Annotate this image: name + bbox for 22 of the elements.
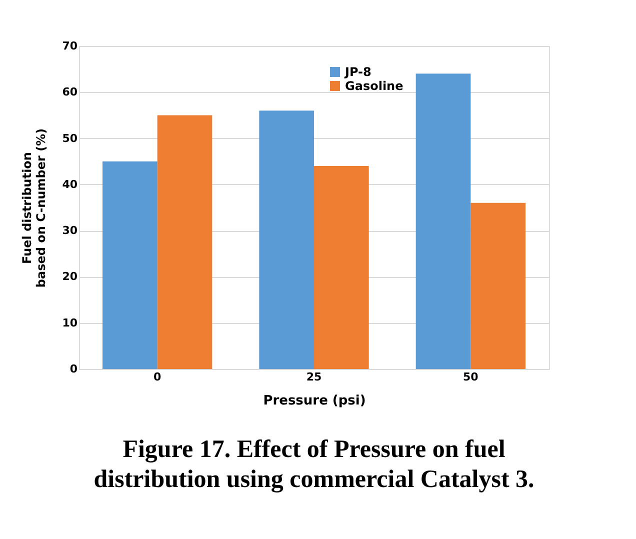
bar	[102, 161, 158, 369]
legend-label: JP-8	[344, 65, 372, 79]
y-axis-title: Fuel distribution based on C-number (%)	[20, 128, 48, 288]
y-tick-label: 70	[62, 40, 78, 52]
y-tick-label: 30	[62, 224, 78, 238]
legend-label: Gasoline	[345, 79, 404, 93]
bar	[314, 166, 369, 369]
bar	[416, 74, 471, 369]
bar	[259, 110, 314, 369]
y-tick-label: 10	[62, 316, 78, 330]
x-tick-label: 50	[463, 370, 479, 384]
y-tick-label: 60	[62, 86, 78, 99]
caption: Figure 17. Effect of Pressure on fuel distribution using commercial Catalyst 3.	[94, 436, 534, 493]
y-tick-label: 50	[62, 132, 78, 145]
x-axis-title: Pressure (psi)	[263, 394, 366, 408]
bar	[470, 202, 526, 369]
y-tick-label: 0	[70, 362, 78, 376]
y-tick-label: 40	[62, 178, 78, 191]
y-tick-label: 20	[62, 270, 78, 284]
bar	[157, 115, 212, 369]
x-tick-label: 25	[306, 370, 322, 384]
x-tick-label: 0	[154, 370, 162, 384]
